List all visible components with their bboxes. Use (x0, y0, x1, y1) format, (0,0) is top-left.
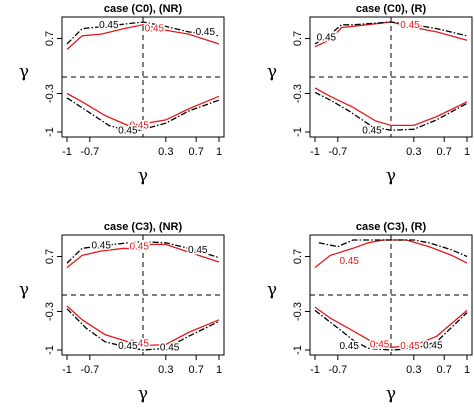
y-tick-label: -0.3 (44, 84, 56, 103)
y-axis-label: γ (19, 280, 29, 300)
x-axis-label: γ (386, 166, 396, 186)
contour-level-label: 0.45 (370, 340, 390, 351)
contour-lines (314, 21, 468, 131)
contour-level-label: 0.45 (362, 125, 382, 136)
x-tick-label: 0.3 (406, 364, 421, 376)
chart-title: case (C3), (R) (356, 221, 427, 233)
x-tick-label: 0.7 (437, 364, 452, 376)
x-tick-label: 1 (216, 146, 222, 158)
x-tick-label: -1 (310, 146, 320, 158)
x-tick-label: -1 (310, 364, 320, 376)
contour-level-label: 0.45 (129, 120, 149, 131)
contour-level-label: 0.45 (196, 27, 216, 38)
contour-black-dashdot-upper (314, 21, 468, 45)
y-axis-label: γ (267, 280, 277, 300)
contour-level-label: 0.45 (99, 20, 119, 31)
contour-level-label: 0.45 (129, 338, 149, 349)
contour-lines (66, 241, 220, 351)
contour-red-solid-lower (314, 306, 468, 348)
x-tick-label: -0.7 (328, 364, 347, 376)
contour-black-dashdot-lower (314, 91, 468, 131)
contour-black-dashdot-upper (66, 21, 220, 45)
y-tick-label: -1 (44, 127, 56, 137)
x-tick-label: 0.3 (406, 146, 421, 158)
x-tick-label: 0.3 (158, 364, 173, 376)
contour-level-label: 0.45 (317, 32, 337, 43)
contour-level-label: 0.45 (91, 241, 111, 252)
y-tick-label: 0.7 (292, 249, 304, 264)
contour-level-label: 0.45 (188, 245, 208, 256)
contour-level-label: 0.45 (129, 242, 149, 253)
x-tick-label: 1 (464, 146, 470, 158)
y-tick-label: -0.3 (292, 84, 304, 103)
contour-red-solid-lower (66, 305, 220, 347)
x-tick-label: -0.7 (80, 146, 99, 158)
y-axis-label: γ (19, 62, 29, 82)
contour-level-label: 0.45 (145, 24, 165, 35)
x-tick-label: 1 (216, 364, 222, 376)
contour-lines (66, 21, 220, 133)
y-axis-label: γ (267, 62, 277, 82)
contour-level-label: 0.45 (339, 256, 359, 267)
contour-red-solid-lower (314, 87, 468, 127)
y-tick-label: -0.3 (44, 302, 56, 321)
contour-level-label: 0.45 (400, 341, 420, 352)
x-tick-label: -1 (62, 146, 72, 158)
panel-c3-nr: case (C3), (NR) -1 -0.7 0.3 0.7 1 0.7 -0.3 -1 γ γ 0… (19, 221, 225, 404)
contour-level-label: 0.45 (118, 125, 138, 136)
contour-level-label: 0.45 (423, 341, 443, 352)
contour-red-solid-upper (314, 21, 468, 48)
panel-c0-nr: case (C0), (NR) -1 -0.7 0.3 0.7 1 0.7 -0.3 -1 γ γ 0… (19, 3, 225, 186)
chart-title: case (C0), (R) (356, 3, 427, 15)
x-tick-label: 0.7 (189, 146, 204, 158)
contour-black-dashdot-lower (314, 309, 468, 351)
contour-black-dashdot-upper (318, 239, 468, 258)
x-tick-label: -0.7 (80, 364, 99, 376)
contour-red-solid-upper (66, 24, 220, 50)
chart-title: case (C3), (NR) (104, 221, 183, 233)
contour-black-dashdot-lower (66, 308, 220, 351)
contour-level-label: 0.45 (400, 20, 420, 31)
x-tick-label: 0.7 (437, 146, 452, 158)
x-tick-label: 1 (464, 364, 470, 376)
x-tick-label: -0.7 (328, 146, 347, 158)
y-tick-label: 0.7 (292, 31, 304, 46)
y-tick-label: 0.7 (44, 249, 56, 264)
y-tick-label: 0.7 (44, 31, 56, 46)
x-tick-label: -1 (62, 364, 72, 376)
contour-black-dashdot-upper (66, 241, 220, 264)
y-tick-label: -1 (292, 345, 304, 355)
chart-title: case (C0), (NR) (104, 3, 183, 15)
x-tick-label: 0.3 (158, 146, 173, 158)
x-axis-label: γ (386, 384, 396, 404)
panel-c0-r: case (C0), (R) -1 -0.7 0.3 0.7 1 0.7 -0.3 -1 γ γ 0.… (267, 3, 473, 186)
contour-black-dashdot-lower (66, 97, 220, 133)
contour-lines (314, 239, 468, 351)
contour-red-solid-lower (66, 92, 220, 127)
contour-red-solid-upper (66, 243, 220, 269)
x-axis-label: γ (138, 384, 148, 404)
y-tick-label: -1 (292, 127, 304, 137)
y-tick-label: -0.3 (292, 302, 304, 321)
x-tick-label: 0.7 (189, 364, 204, 376)
x-axis-label: γ (138, 166, 148, 186)
contour-level-label: 0.45 (160, 342, 180, 353)
contour-level-label: 0.45 (339, 341, 359, 352)
contour-level-label: 0.45 (118, 341, 138, 352)
y-tick-label: -1 (44, 345, 56, 355)
panel-c3-r: case (C3), (R) -1 -0.7 0.3 0.7 1 0.7 -0.3 -1 γ γ 0.… (267, 221, 473, 404)
